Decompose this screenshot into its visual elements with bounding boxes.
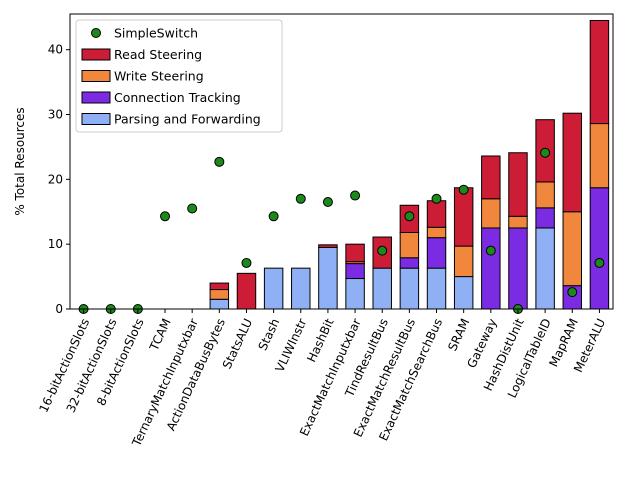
y-tick-label: 30 bbox=[48, 107, 63, 121]
bar-segment bbox=[562, 112, 583, 213]
legend-box bbox=[75, 19, 283, 133]
bar-segment bbox=[589, 123, 610, 189]
legend-label: Parsing and Forwarding bbox=[114, 112, 261, 127]
y-tick-label: 10 bbox=[48, 237, 63, 251]
bar-segment bbox=[209, 298, 230, 310]
y-tick-label: 20 bbox=[48, 172, 63, 186]
legend-swatch bbox=[81, 113, 111, 125]
bar-segment bbox=[426, 226, 447, 239]
bar-segment bbox=[453, 276, 474, 310]
scatter-point bbox=[567, 287, 578, 298]
y-axis-label: % Total Resources bbox=[13, 107, 27, 215]
bar-segment bbox=[345, 243, 365, 263]
scatter-point bbox=[241, 257, 252, 268]
bar-segment bbox=[535, 227, 555, 310]
scatter-point bbox=[214, 156, 225, 167]
bar-segment bbox=[589, 19, 610, 125]
bar-segment bbox=[318, 246, 338, 310]
y-axis: 0 10 20 30 40 bbox=[48, 43, 70, 316]
scatter-point bbox=[594, 257, 605, 268]
plot-frame bbox=[69, 13, 614, 310]
bar-segment bbox=[535, 207, 555, 229]
legend-marker bbox=[91, 28, 101, 38]
legend-swatch bbox=[81, 48, 111, 61]
bar-segment bbox=[508, 215, 528, 229]
legend-label: SimpleSwitch bbox=[114, 26, 198, 41]
bar-segment bbox=[372, 267, 392, 310]
bar-segment bbox=[399, 231, 420, 259]
scatter-points bbox=[78, 147, 605, 314]
bar-segment bbox=[399, 257, 420, 269]
scatter-point bbox=[322, 197, 333, 208]
bar-segment bbox=[345, 263, 365, 280]
bar-segment bbox=[453, 187, 474, 247]
bar-segment bbox=[589, 187, 610, 310]
bar-segment bbox=[236, 272, 257, 310]
scatter-point bbox=[540, 147, 551, 158]
bar-segment bbox=[263, 267, 284, 310]
legend: SimpleSwitch Read Steering Write Steering C… bbox=[75, 19, 283, 133]
scatter-point bbox=[350, 190, 361, 201]
bar-segment bbox=[481, 227, 501, 310]
scatter-point bbox=[268, 211, 279, 222]
legend-swatch bbox=[81, 70, 111, 82]
scatter-point bbox=[404, 211, 415, 222]
legend-label: Write Steering bbox=[114, 69, 204, 84]
y-tick-label: 40 bbox=[48, 43, 63, 57]
bar-segment bbox=[508, 227, 528, 310]
bar-segment bbox=[453, 245, 474, 278]
legend-label: Read Steering bbox=[114, 47, 202, 62]
scatter-point bbox=[187, 203, 198, 214]
x-axis: 16-bitActionSlots32-bitActionSlots8-bitA… bbox=[36, 309, 608, 449]
scatter-point bbox=[377, 245, 388, 256]
bar-segment bbox=[318, 244, 338, 248]
bar-segment bbox=[345, 278, 365, 310]
scatter-point bbox=[295, 193, 306, 204]
bar-segment bbox=[481, 155, 501, 200]
bar-segment bbox=[481, 198, 501, 229]
bar-segment bbox=[426, 267, 447, 310]
x-tick-label: TCAM bbox=[146, 316, 173, 353]
scatter-point bbox=[431, 193, 442, 204]
x-tick-label: SRAM bbox=[445, 316, 472, 353]
scatter-point bbox=[458, 184, 469, 195]
bar-segment bbox=[209, 289, 230, 300]
legend-label: Connection Tracking bbox=[114, 90, 241, 105]
legend-swatch bbox=[81, 91, 111, 104]
bar-segment bbox=[399, 267, 420, 310]
bar-segment bbox=[426, 237, 447, 269]
bar-segment bbox=[426, 200, 447, 228]
bar-segment bbox=[508, 152, 528, 217]
scatter-point bbox=[485, 245, 496, 256]
scatter-point bbox=[160, 211, 171, 222]
bar-segment bbox=[291, 267, 311, 310]
bar-segment bbox=[209, 282, 230, 291]
bar-segment bbox=[562, 211, 583, 287]
bar-stacks bbox=[209, 19, 610, 310]
x-tick-label: Stash bbox=[255, 316, 282, 352]
bar-segment bbox=[535, 181, 555, 209]
y-tick-label: 0 bbox=[55, 302, 63, 316]
